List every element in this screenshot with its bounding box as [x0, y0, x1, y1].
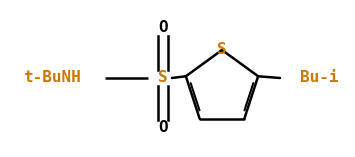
- Text: t-BuNH: t-BuNH: [23, 70, 81, 86]
- Text: S: S: [158, 70, 168, 86]
- Text: S: S: [217, 43, 227, 57]
- Text: O: O: [158, 121, 168, 135]
- Text: Bu-i: Bu-i: [300, 70, 339, 86]
- Text: O: O: [158, 21, 168, 35]
